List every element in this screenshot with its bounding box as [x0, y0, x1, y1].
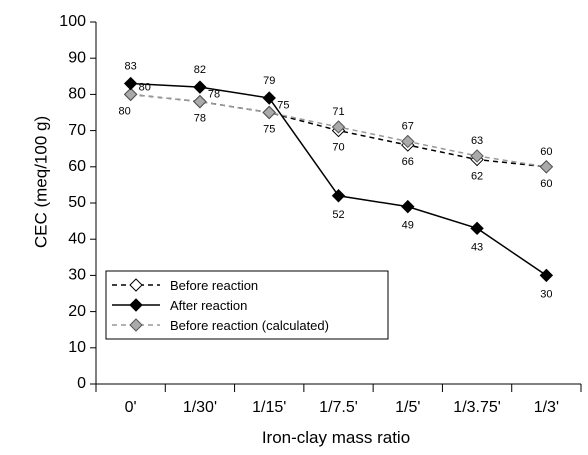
x-tick-label: 1/30' — [183, 399, 217, 416]
data-label-calculated: 60 — [540, 146, 552, 158]
data-point-after — [539, 268, 554, 283]
data-label-before: 78 — [194, 113, 206, 125]
data-point-calculated — [470, 149, 484, 163]
data-labels: 83 82 79 52 49 43 30 80 78 75 70 66 62 60 80 78 75 71 67 63… — [119, 61, 553, 301]
x-tick-label: 1/3' — [534, 399, 559, 416]
data-point-calculated — [193, 94, 207, 109]
y-tick-label: 80 — [68, 86, 86, 103]
x-ticks: 0' 1/30' 1/15' 1/7.5' 1/5' 1/3.75' 1/3' — [95, 384, 582, 416]
series-markers — [123, 76, 554, 283]
legend-label-calculated: Before reaction (calculated) — [170, 318, 329, 333]
y-axis-title: CEC (meq/100 g) — [31, 116, 50, 248]
data-label-calculated: 67 — [402, 120, 414, 132]
legend: Before reaction After reaction Before re… — [105, 270, 389, 340]
x-tick-label: 1/5' — [395, 399, 420, 416]
data-point-after — [401, 199, 415, 214]
data-label-after: 83 — [125, 61, 137, 73]
data-point-after — [331, 189, 346, 203]
y-tick-label: 60 — [68, 158, 86, 175]
data-point-calculated — [123, 87, 138, 102]
data-point-after — [123, 76, 138, 91]
legend-marker-after — [129, 298, 143, 312]
data-label-after: 52 — [332, 209, 344, 221]
data-point-calculated — [539, 160, 554, 174]
data-point-calculated — [262, 105, 276, 120]
legend-label-after: After reaction — [170, 298, 247, 313]
y-tick-label: 20 — [68, 303, 86, 320]
x-tick-label: 1/15' — [252, 399, 286, 416]
y-tick-label: 0 — [77, 375, 86, 392]
data-label-after: 79 — [263, 75, 275, 87]
y-ticks: 0 10 20 30 40 50 60 70 80 90 100 — [59, 13, 96, 392]
data-label-after: 30 — [540, 288, 552, 300]
data-label-before: 70 — [332, 142, 344, 154]
y-tick-label: 40 — [68, 230, 86, 247]
data-label-calculated: 78 — [208, 89, 220, 101]
data-label-before: 66 — [402, 156, 414, 168]
data-point-calculated — [401, 134, 415, 149]
legend-label-before: Before reaction — [170, 278, 258, 293]
data-point-after — [193, 80, 207, 94]
data-label-calculated: 75 — [277, 100, 289, 112]
y-tick-label: 50 — [68, 194, 86, 211]
data-label-after: 82 — [194, 64, 206, 76]
data-label-after: 49 — [402, 220, 414, 232]
data-label-before: 80 — [119, 105, 131, 117]
y-tick-label: 10 — [68, 339, 86, 356]
legend-marker-before — [129, 278, 143, 292]
data-point-after — [470, 221, 484, 236]
y-tick-label: 30 — [68, 267, 86, 284]
x-tick-label: 1/7.5' — [319, 399, 358, 416]
y-tick-label: 100 — [59, 13, 86, 30]
data-point-calculated — [331, 120, 346, 134]
data-label-calculated: 71 — [332, 106, 344, 118]
y-tick-label: 70 — [68, 122, 86, 139]
data-label-before: 60 — [540, 178, 552, 190]
data-label-calculated: 80 — [139, 81, 151, 93]
x-tick-label: 1/3.75' — [453, 399, 501, 416]
data-label-calculated: 63 — [471, 135, 483, 147]
x-tick-label: 0' — [125, 399, 137, 416]
data-point-after — [262, 91, 276, 105]
data-label-before: 75 — [263, 124, 275, 136]
x-axis-title: Iron-clay mass ratio — [262, 428, 410, 447]
y-tick-label: 90 — [68, 49, 86, 66]
data-label-before: 62 — [471, 171, 483, 183]
data-label-after: 43 — [471, 241, 483, 253]
legend-marker-calculated — [129, 318, 143, 332]
